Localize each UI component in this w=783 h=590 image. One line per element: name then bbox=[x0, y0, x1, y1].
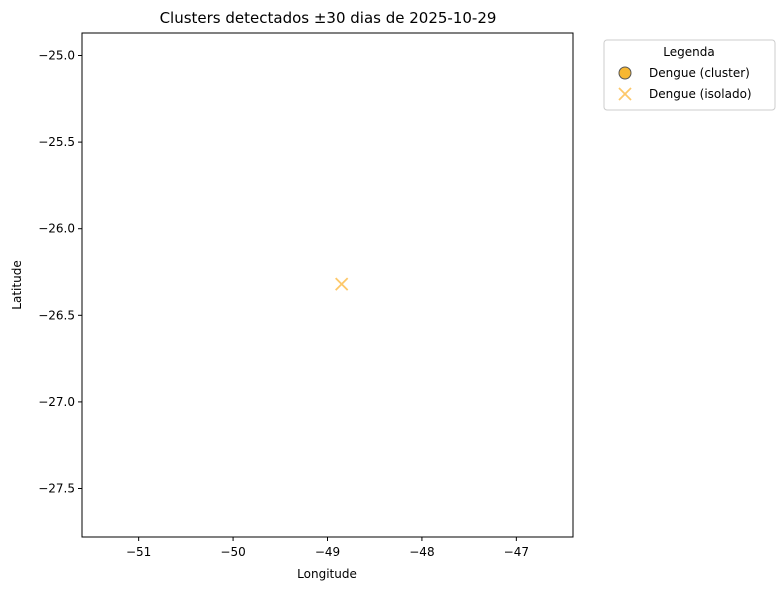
x-tick-label: −51 bbox=[126, 545, 151, 559]
legend-entry-cluster: Dengue (cluster) bbox=[649, 66, 750, 80]
y-tick-label: −25.5 bbox=[38, 135, 75, 149]
chart-title: Clusters detectados ±30 dias de 2025-10-… bbox=[160, 9, 497, 27]
y-tick-label: −27.5 bbox=[38, 482, 75, 496]
plot-frame bbox=[81, 32, 574, 538]
legend-marker-cluster bbox=[618, 66, 632, 80]
point-isolado bbox=[335, 277, 349, 291]
y-tick-label: −25.0 bbox=[38, 49, 75, 63]
x-axis-label: Longitude bbox=[297, 567, 357, 581]
data-points bbox=[335, 277, 349, 291]
legend-title: Legenda bbox=[663, 45, 714, 59]
y-tick-label: −27.0 bbox=[38, 395, 75, 409]
legend-entry-isolado: Dengue (isolado) bbox=[649, 87, 752, 101]
y-axis-label: Latitude bbox=[10, 260, 24, 309]
x-axis: −51 −50 −49 −48 −47 bbox=[126, 537, 529, 559]
y-tick-label: −26.0 bbox=[38, 222, 75, 236]
plot-area bbox=[82, 33, 573, 537]
legend-box bbox=[603, 39, 776, 111]
x-tick-label: −49 bbox=[315, 545, 340, 559]
y-tick-label: −26.5 bbox=[38, 308, 75, 322]
legend-marker-isolado bbox=[618, 87, 632, 101]
legend: Legenda Dengue (cluster) Dengue (isolado… bbox=[603, 39, 776, 111]
x-tick-label: −47 bbox=[504, 545, 529, 559]
x-tick-label: −48 bbox=[409, 545, 434, 559]
x-tick-label: −50 bbox=[220, 545, 245, 559]
y-axis: −25.0 −25.5 −26.0 −26.5 −27.0 −27.5 bbox=[38, 49, 82, 496]
